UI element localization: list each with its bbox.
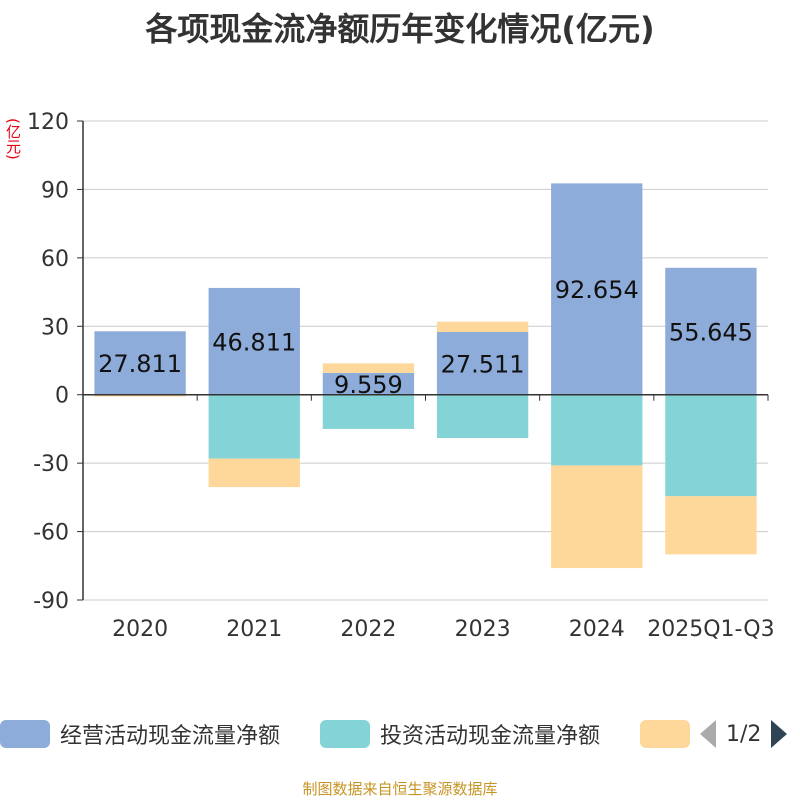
y-tick-label: -30 (33, 452, 69, 477)
legend-pager: 1/2 (700, 716, 788, 752)
legend-swatch-financing (640, 720, 690, 748)
bar-series0-2023 (436, 331, 529, 395)
data-label-2024: 92.654 (555, 276, 639, 304)
bar-series2-2025Q1-Q3 (665, 496, 757, 555)
bar-series2-2021 (208, 458, 300, 488)
bar-series0-2022 (322, 372, 415, 395)
legend-item-investing[interactable]: 投资活动现金流量净额 (320, 716, 600, 752)
y-tick-label: 30 (41, 315, 69, 340)
data-label-2023: 27.511 (441, 350, 525, 378)
chart-title: 各项现金流净额历年变化情况(亿元) (145, 10, 655, 48)
bar-series1-2024 (551, 394, 643, 466)
bar-series0-2024 (551, 183, 643, 395)
y-tick-label: -90 (33, 589, 69, 614)
y-tick-label: 60 (41, 247, 69, 272)
x-tick-label-2022: 2022 (340, 617, 396, 642)
data-source-note: 制图数据来自恒生聚源数据库 (302, 780, 498, 798)
x-tick-label-2020: 2020 (112, 617, 168, 642)
chart-plot: 120 90 60 30 0 -30 -60 -90 27.811 2020 46.811 2021 9… (27, 110, 775, 642)
bar-series0-2025Q1-Q3 (665, 267, 757, 395)
legend-item-operating[interactable]: 经营活动现金流量净额 (0, 716, 280, 752)
y-tick-label: -60 (33, 521, 69, 546)
data-label-2020: 27.811 (98, 350, 182, 378)
bar-series1-2025Q1-Q3 (665, 394, 757, 497)
legend-label-investing: 投资活动现金流量净额 (380, 724, 601, 749)
bar-series2-2024 (551, 465, 643, 569)
y-tick-label: 0 (55, 384, 69, 409)
bar-series2-2022 (322, 363, 415, 373)
y-tick-label: 90 (41, 178, 69, 203)
bar-series2-2023 (436, 321, 529, 332)
x-tick-label-2024: 2024 (569, 617, 625, 642)
x-tick-label-2023: 2023 (455, 617, 511, 642)
legend-swatch-investing (320, 720, 370, 748)
data-label-2025Q1-Q3: 55.645 (669, 318, 753, 346)
bar-series1-2021 (208, 394, 300, 459)
bar-series2-2020 (94, 395, 186, 397)
legend-item-financing[interactable] (640, 716, 700, 752)
y-tick-label: 120 (27, 110, 69, 135)
x-tick-label-2025Q1-Q3: 2025Q1-Q3 (647, 617, 774, 642)
legend-prev-arrow-icon[interactable] (700, 720, 716, 748)
legend-next-arrow-icon[interactable] (771, 720, 788, 748)
legend-page-indicator: 1/2 (726, 721, 762, 747)
legend: 经营活动现金流量净额 投资活动现金流量净额 1/2 (0, 716, 800, 752)
data-label-2021: 46.811 (212, 328, 296, 356)
bar-series1-2023 (436, 394, 529, 439)
x-tick-label-2021: 2021 (226, 617, 282, 642)
y-axis-unit-label: (亿元) (4, 118, 22, 160)
legend-swatch-operating (0, 720, 50, 748)
bar-series0-2021 (208, 287, 300, 395)
legend-label-operating: 经营活动现金流量净额 (60, 724, 281, 749)
bar-series1-2022 (322, 394, 415, 429)
bar-series0-2020 (94, 331, 186, 395)
